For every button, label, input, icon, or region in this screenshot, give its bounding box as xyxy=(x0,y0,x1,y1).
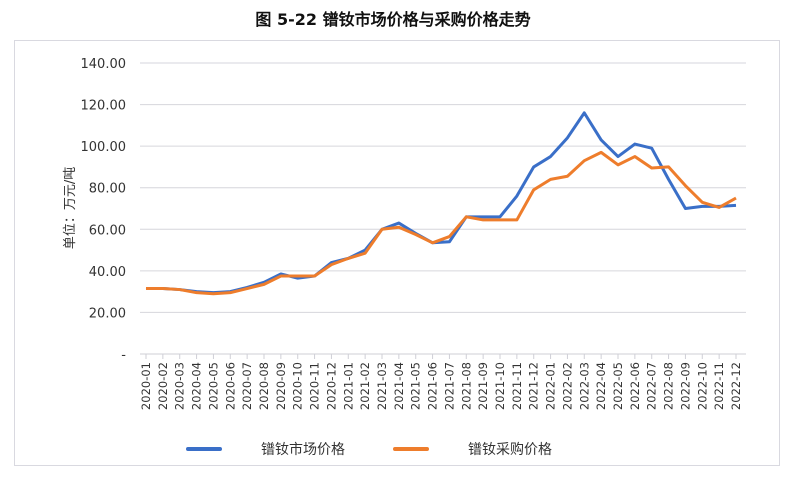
x-tick-label: 2020-03 xyxy=(173,362,187,410)
x-tick-label: 2021-09 xyxy=(476,362,490,410)
x-tick-label: 2021-05 xyxy=(409,362,423,410)
y-tick-label: 40.00 xyxy=(89,265,126,280)
y-tick-label: 140.00 xyxy=(81,57,127,72)
x-tick-label: 2021-12 xyxy=(527,362,541,410)
x-tick-label: 2022-05 xyxy=(611,362,625,410)
series-line-1 xyxy=(146,111,737,295)
x-tick-label: 2021-06 xyxy=(426,362,440,410)
x-tick-label: 2020-12 xyxy=(324,362,338,410)
y-tick-label: 100.00 xyxy=(81,140,127,155)
chart-frame xyxy=(14,40,780,466)
x-tick-label: 2021-10 xyxy=(493,362,507,410)
legend-label-1: 镨钕市场价格 xyxy=(261,441,345,458)
x-tick-label: 2021-02 xyxy=(358,362,372,410)
x-tick-label: 2021-04 xyxy=(392,362,406,410)
x-tick-label: 2022-07 xyxy=(645,362,659,410)
series-line-2 xyxy=(146,150,737,296)
x-tick-label: 2020-10 xyxy=(291,362,305,410)
x-tick-label: 2022-02 xyxy=(560,362,574,410)
y-axis-label: 单位：万元/吨 xyxy=(63,167,78,249)
x-tick-label: 2022-10 xyxy=(695,362,709,410)
x-tick-label: 2021-07 xyxy=(442,362,456,410)
x-tick-label: 2022-11 xyxy=(712,362,726,410)
x-tick-label: 2022-12 xyxy=(729,362,743,410)
x-tick-label: 2021-08 xyxy=(459,362,473,410)
x-tick-label: 2020-01 xyxy=(139,362,153,410)
x-tick-label: 2022-01 xyxy=(544,362,558,410)
x-tick-label: 2021-03 xyxy=(375,362,389,410)
y-tick-label: 120.00 xyxy=(81,99,127,114)
x-tick-label: 2020-05 xyxy=(206,362,220,410)
y-tick-label: - xyxy=(121,348,126,363)
legend-label-2: 镨钕采购价格 xyxy=(468,442,552,458)
x-tick-label: 2020-11 xyxy=(308,362,322,410)
x-tick-label: 2020-04 xyxy=(190,362,204,410)
y-tick-label: 20.00 xyxy=(89,306,126,321)
x-tick-label: 2022-08 xyxy=(662,362,676,410)
x-tick-label: 2022-03 xyxy=(577,362,591,410)
x-tick-label: 2022-04 xyxy=(594,362,608,410)
x-tick-label: 2021-01 xyxy=(341,362,355,410)
x-tick-label: 2022-09 xyxy=(678,362,692,410)
x-tick-label: 2022-06 xyxy=(628,362,642,410)
x-tick-label: 2020-02 xyxy=(156,362,170,410)
x-tick-label: 2020-06 xyxy=(223,362,237,410)
y-tick-label: 80.00 xyxy=(89,182,126,197)
x-tick-label: 2020-07 xyxy=(240,362,254,410)
x-tick-label: 2020-08 xyxy=(257,362,271,410)
x-tick-label: 2020-09 xyxy=(274,362,288,410)
y-tick-label: 60.00 xyxy=(89,223,126,238)
x-tick-label: 2021-11 xyxy=(510,362,524,410)
chart-title: 图 5-22 镨钕市场价格与采购价格走势 xyxy=(255,10,531,29)
